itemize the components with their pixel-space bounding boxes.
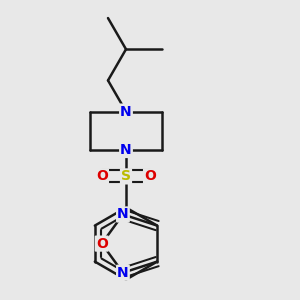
Text: O: O — [144, 169, 156, 183]
Text: N: N — [120, 143, 132, 157]
Text: N: N — [117, 266, 129, 280]
Text: O: O — [96, 169, 108, 183]
Text: N: N — [120, 105, 132, 118]
Text: O: O — [96, 237, 108, 250]
Text: N: N — [117, 208, 129, 221]
Text: S: S — [121, 169, 131, 183]
